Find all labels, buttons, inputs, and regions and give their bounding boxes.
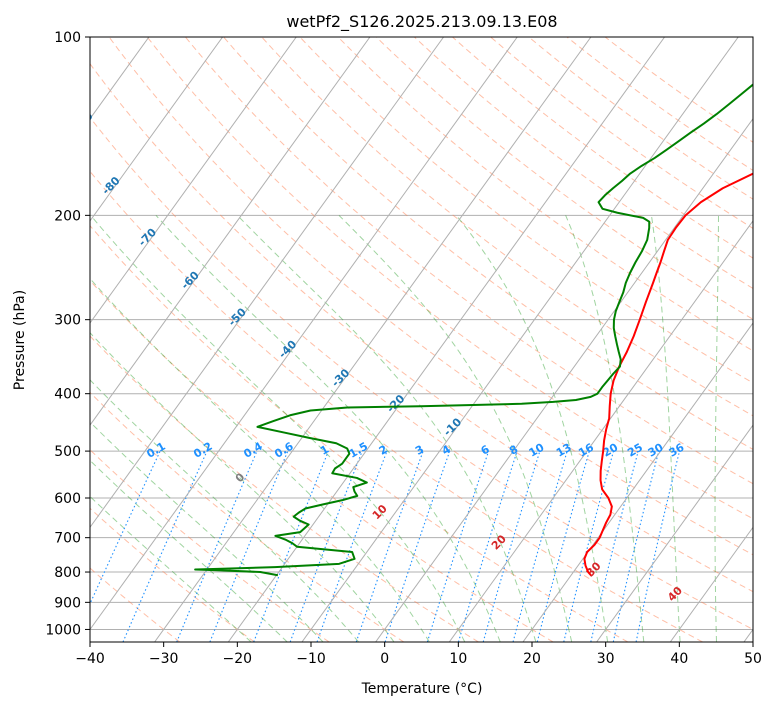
mixing-ratio-line — [563, 450, 615, 642]
x-tick-label: −40 — [75, 651, 105, 667]
isotherm-label: -90 — [72, 109, 95, 132]
grid-layer — [90, 37, 753, 630]
x-tick-label: 30 — [597, 651, 615, 667]
moist-adiabat — [338, 214, 573, 642]
moist-adiabat — [155, 215, 501, 642]
y-tick-label: 900 — [54, 595, 81, 611]
x-tick-label: 0 — [380, 651, 389, 667]
isotherm-line — [154, 37, 592, 642]
dry-adiabat — [413, 37, 753, 290]
y-tick-label: 600 — [54, 491, 81, 507]
x-tick-label: 20 — [523, 651, 541, 667]
x-tick-label: −30 — [149, 651, 179, 667]
mixing-ratio-line — [426, 450, 490, 642]
mixing-ratio-line — [253, 450, 329, 642]
y-tick-label: 300 — [54, 313, 81, 329]
dry-adiabat — [90, 170, 703, 642]
dewpoint-profile-line — [194, 83, 753, 577]
moist-adiabat — [90, 215, 466, 642]
y-axis-label: Pressure (hPa) — [12, 290, 28, 390]
mixing-ratio-line — [512, 450, 568, 642]
y-tick-label: 200 — [54, 208, 81, 224]
y-tick-label: 1000 — [45, 622, 81, 638]
isotherm-line — [227, 37, 666, 642]
isotherm-line — [448, 220, 753, 642]
x-tick-label: −20 — [223, 651, 253, 667]
y-tick-label: 500 — [54, 444, 81, 460]
dry-adiabat — [146, 37, 753, 520]
x-tick-label: −10 — [296, 651, 326, 667]
isotherm-line — [522, 322, 753, 642]
isotherm-line — [301, 37, 739, 642]
moist-adiabat — [714, 215, 719, 642]
isotherm-line — [669, 526, 753, 642]
moist-adiabat — [90, 459, 288, 642]
isotherm-line — [596, 424, 753, 642]
moist-adiabat — [455, 215, 609, 642]
dry-adiabat — [90, 507, 255, 642]
mixing-ratio-line — [457, 450, 518, 642]
y-tick-label: 800 — [54, 565, 81, 581]
isotherm-line — [90, 37, 224, 222]
moist-adiabat — [237, 214, 537, 642]
plot-frame — [89, 36, 754, 643]
y-axis: 100 200 300 400 500 600 700 800 900 1000 — [45, 30, 90, 638]
chart-title: wetPf2_S126.2025.213.09.13.E08 — [286, 12, 557, 32]
x-axis: −40 −30 −20 −10 0 10 20 30 40 50 — [75, 642, 762, 667]
moist-adiabat — [650, 215, 681, 642]
isotherm-line — [90, 37, 371, 427]
x-tick-label: 50 — [744, 651, 762, 667]
mixing-ratio-line — [176, 450, 258, 642]
dry-adiabat — [261, 37, 753, 417]
dry-adiabat — [90, 279, 554, 642]
dry-adiabat — [223, 37, 753, 450]
moist-adiabat — [90, 277, 430, 642]
dry-adiabat — [90, 62, 753, 593]
dry-adiabat — [90, 116, 753, 631]
mixing-ratio-line — [289, 450, 363, 642]
moist-adiabat — [565, 215, 645, 642]
isotherm-line — [375, 117, 753, 642]
moist-adiabat — [90, 495, 252, 642]
profile-series — [194, 83, 753, 577]
mixing-ratio-line — [590, 450, 639, 642]
moist-adiabats — [90, 214, 719, 642]
mixing-ratio-line — [355, 450, 424, 642]
temperature-profile-line — [583, 172, 753, 576]
dry-adiabat — [90, 224, 629, 642]
dry-adiabat — [185, 37, 753, 485]
y-tick-label: 700 — [54, 531, 81, 547]
mixing-ratio-line — [612, 450, 660, 642]
isotherm-line — [90, 37, 297, 324]
y-tick-label: 400 — [54, 387, 81, 403]
moist-adiabat — [90, 421, 324, 642]
moist-adiabat — [90, 332, 395, 642]
mixing-ratio-lines — [90, 450, 681, 642]
mixing-ratio-line — [635, 450, 681, 642]
dry-adiabat — [375, 37, 753, 320]
isotherm-line — [90, 37, 445, 529]
x-tick-label: 40 — [670, 651, 688, 667]
dry-adiabats — [90, 37, 753, 642]
isotherm-line — [90, 37, 518, 631]
isotherms — [90, 37, 753, 642]
mixing-ratio-line — [209, 450, 289, 642]
dry-adiabat — [90, 335, 479, 642]
x-axis-label: Temperature (°C) — [361, 681, 483, 697]
mixing-ratio-line — [536, 450, 590, 642]
y-tick-label: 100 — [54, 30, 81, 46]
mixing-ratio-line — [316, 450, 388, 642]
x-tick-label: 10 — [449, 651, 467, 667]
